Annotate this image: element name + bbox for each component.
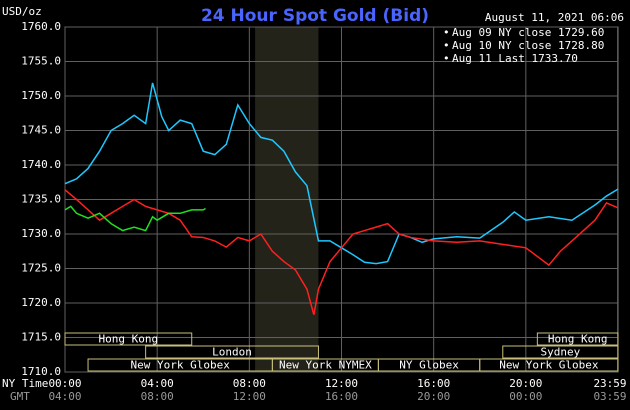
y-tick-label: 1760.0 <box>21 20 61 33</box>
session: Sydney <box>502 345 619 359</box>
y-tick-label: 1750.0 <box>21 89 61 102</box>
y-tick-label: 1755.0 <box>21 55 61 68</box>
x-tick-label: 23:59 <box>593 377 626 390</box>
x2-tick-label: 20:00 <box>417 390 450 403</box>
session-label: NY Globex <box>399 359 459 372</box>
x-tick-label: 04:00 <box>141 377 174 390</box>
series-line <box>64 205 206 232</box>
session: Hong Kong <box>64 332 193 346</box>
x-tick-label: 08:00 <box>233 377 266 390</box>
y-tick-label: 1745.0 <box>21 124 61 137</box>
session-box <box>145 345 319 359</box>
legend-marker: • <box>443 26 450 39</box>
x-tick-label: 20:00 <box>509 377 542 390</box>
x-tick-label: 16:00 <box>417 377 450 390</box>
session: Hong Kong <box>536 332 619 346</box>
x2-axis-label: GMT <box>10 390 30 403</box>
session: New York Globex <box>87 358 273 372</box>
x-tick-label: 00:00 <box>48 377 81 390</box>
y-tick-label: 1710.0 <box>21 365 61 378</box>
session-label: New York Globex <box>499 359 599 372</box>
session-label: Hong Kong <box>99 333 159 346</box>
legend-label: Aug 11 Last 1733.70 <box>452 52 578 65</box>
session-box <box>502 345 619 359</box>
series-line <box>64 189 619 315</box>
y-axis-label: USD/oz <box>2 5 42 18</box>
session-label: Hong Kong <box>548 333 608 346</box>
legend-label: Aug 09 NY close 1729.60 <box>452 26 604 39</box>
session-box <box>64 332 193 346</box>
session-box <box>479 358 619 372</box>
x2-tick-label: 12:00 <box>233 390 266 403</box>
session: London <box>145 345 319 359</box>
x-axis-label: NY Time <box>2 377 48 390</box>
y-tick-label: 1715.0 <box>21 331 61 344</box>
session: NY Globex <box>377 358 481 372</box>
x2-tick-label: 08:00 <box>141 390 174 403</box>
x2-tick-label: 16:00 <box>325 390 358 403</box>
x2-tick-label: 00:00 <box>509 390 542 403</box>
y-tick-label: 1725.0 <box>21 262 61 275</box>
session-label: Sydney <box>541 346 581 359</box>
chart-title: 24 Hour Spot Gold (Bid) <box>201 6 429 26</box>
series-line <box>64 82 619 265</box>
y-tick-label: 1735.0 <box>21 193 61 206</box>
session-label: New York NYMEX <box>279 359 372 372</box>
y-tick-label: 1720.0 <box>21 296 61 309</box>
timestamp: August 11, 2021 06:06 <box>485 11 624 24</box>
y-tick-label: 1730.0 <box>21 227 61 240</box>
session-box <box>536 332 619 346</box>
x2-tick-label: 04:00 <box>48 390 81 403</box>
legend-label: Aug 10 NY close 1728.80 <box>452 39 604 52</box>
legend-marker: • <box>443 39 450 52</box>
session-label: London <box>212 346 252 359</box>
x2-tick-label: 03:59 <box>593 390 626 403</box>
y-tick-label: 1740.0 <box>21 158 61 171</box>
session-label: New York Globex <box>131 359 231 372</box>
legend-marker: • <box>443 52 450 65</box>
session: New York NYMEX <box>271 358 379 372</box>
session: New York Globex <box>479 358 619 372</box>
x-tick-label: 12:00 <box>325 377 358 390</box>
